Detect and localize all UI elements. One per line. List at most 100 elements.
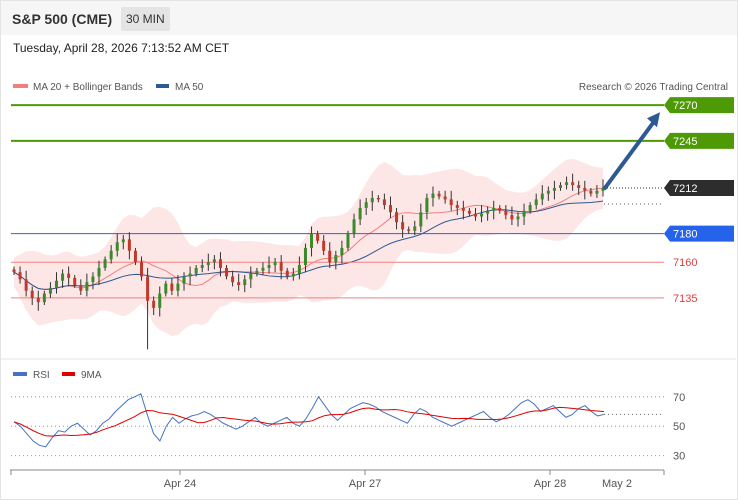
- timeframe-button[interactable]: 30 MIN: [121, 7, 170, 31]
- x-tick-label: May 2: [602, 478, 632, 490]
- candle-body: [328, 250, 332, 263]
- candle-body: [413, 226, 417, 231]
- candle-body: [449, 199, 453, 206]
- candle-body: [158, 293, 162, 308]
- candle-body: [364, 202, 368, 208]
- candle-body: [127, 239, 131, 251]
- candle-body: [225, 267, 229, 277]
- candle-body: [97, 267, 101, 277]
- level-tag: [664, 179, 734, 196]
- symbol-title: S&P 500 (CME): [12, 11, 113, 27]
- candle-body: [467, 210, 471, 214]
- candle-body: [291, 273, 295, 277]
- candle-body: [146, 276, 150, 301]
- level-label: 7160: [673, 257, 697, 269]
- candle-body: [540, 193, 544, 200]
- candle-body: [182, 276, 186, 284]
- candle-body: [480, 213, 484, 217]
- level-label: 7212: [673, 183, 697, 195]
- candle-body: [407, 229, 411, 231]
- candle-body: [583, 187, 587, 191]
- candle-body: [486, 210, 490, 214]
- candle-body: [273, 262, 277, 266]
- candle-body: [73, 277, 77, 286]
- candle-body: [36, 297, 40, 303]
- x-tick-label: Apr 24: [164, 478, 196, 490]
- forecast-arrowhead: [647, 112, 660, 128]
- candle-body: [419, 212, 423, 227]
- candle-body: [504, 210, 508, 216]
- candle-body: [109, 250, 113, 260]
- candle-body: [388, 205, 392, 213]
- candle-body: [30, 290, 34, 298]
- candle-body: [79, 285, 83, 291]
- candle-body: [431, 193, 435, 198]
- ma50-line: [13, 200, 604, 290]
- candle-body: [352, 219, 356, 234]
- candle-body: [558, 185, 562, 188]
- candle-body: [577, 185, 581, 188]
- candle-body: [334, 255, 338, 263]
- candle-body: [455, 205, 459, 208]
- candle-body: [522, 210, 526, 217]
- rsi-level-label: 70: [673, 392, 685, 404]
- candle-body: [164, 283, 168, 294]
- candle-body: [24, 279, 28, 291]
- candle-body: [316, 233, 320, 241]
- candle-body: [170, 283, 174, 291]
- rsi-level-label: 50: [673, 421, 685, 433]
- candle-body: [121, 239, 125, 243]
- x-axis: Apr 24 Apr 27 Apr 28 May 2: [10, 470, 665, 490]
- candle-body: [552, 187, 556, 191]
- level-label: 7245: [673, 136, 697, 148]
- candle-body: [443, 196, 447, 200]
- candle-body: [565, 182, 569, 186]
- candle-body: [492, 207, 496, 211]
- level-label: 7180: [673, 229, 697, 241]
- candle-body: [401, 222, 405, 230]
- candle-body: [601, 187, 605, 191]
- candle-body: [546, 190, 550, 194]
- candle-body: [395, 212, 399, 223]
- candle-body: [152, 300, 156, 308]
- rsi-ma-legend-label: 9MA: [81, 370, 102, 381]
- candle-body: [285, 270, 289, 277]
- candle-body: [358, 207, 362, 220]
- level-label: 7135: [673, 293, 697, 305]
- candle-body: [473, 213, 477, 217]
- level-label: 7270: [673, 100, 697, 112]
- candle-body: [55, 280, 59, 288]
- candle-body: [67, 273, 71, 278]
- candle-body: [571, 182, 575, 186]
- candle-body: [103, 259, 107, 268]
- candle-body: [346, 233, 350, 248]
- price-pane: 7270 7245 7212 7180 7160 7135: [11, 97, 734, 350]
- bb-legend-label: MA 20 + Bollinger Bands: [33, 82, 143, 93]
- candle-body: [595, 190, 599, 194]
- candle-body: [18, 272, 22, 280]
- candle-body: [437, 193, 441, 197]
- candle-body: [237, 282, 241, 286]
- candle-body: [176, 283, 180, 291]
- candle-body: [194, 267, 198, 274]
- candle-body: [255, 270, 259, 274]
- candle-body: [218, 259, 222, 268]
- x-tick-label: Apr 27: [349, 478, 381, 490]
- x-tick-label: Apr 28: [534, 478, 566, 490]
- candle-body: [534, 199, 538, 206]
- level-tag: [664, 132, 734, 149]
- level-tag: [664, 225, 734, 242]
- candle-body: [249, 273, 253, 280]
- candle-body: [48, 287, 52, 294]
- rsi-pane: 70 50 30: [11, 392, 685, 463]
- candle-body: [376, 197, 380, 200]
- candle-body: [188, 273, 192, 277]
- candle-body: [510, 215, 514, 220]
- rsi-ma-line: [13, 406, 605, 437]
- candle-body: [12, 269, 16, 273]
- candle-body: [310, 233, 314, 248]
- datetime-label: Tuesday, April 28, 2026 7:13:52 AM CET: [13, 41, 230, 55]
- candle-body: [133, 250, 137, 263]
- candle-body: [516, 216, 520, 220]
